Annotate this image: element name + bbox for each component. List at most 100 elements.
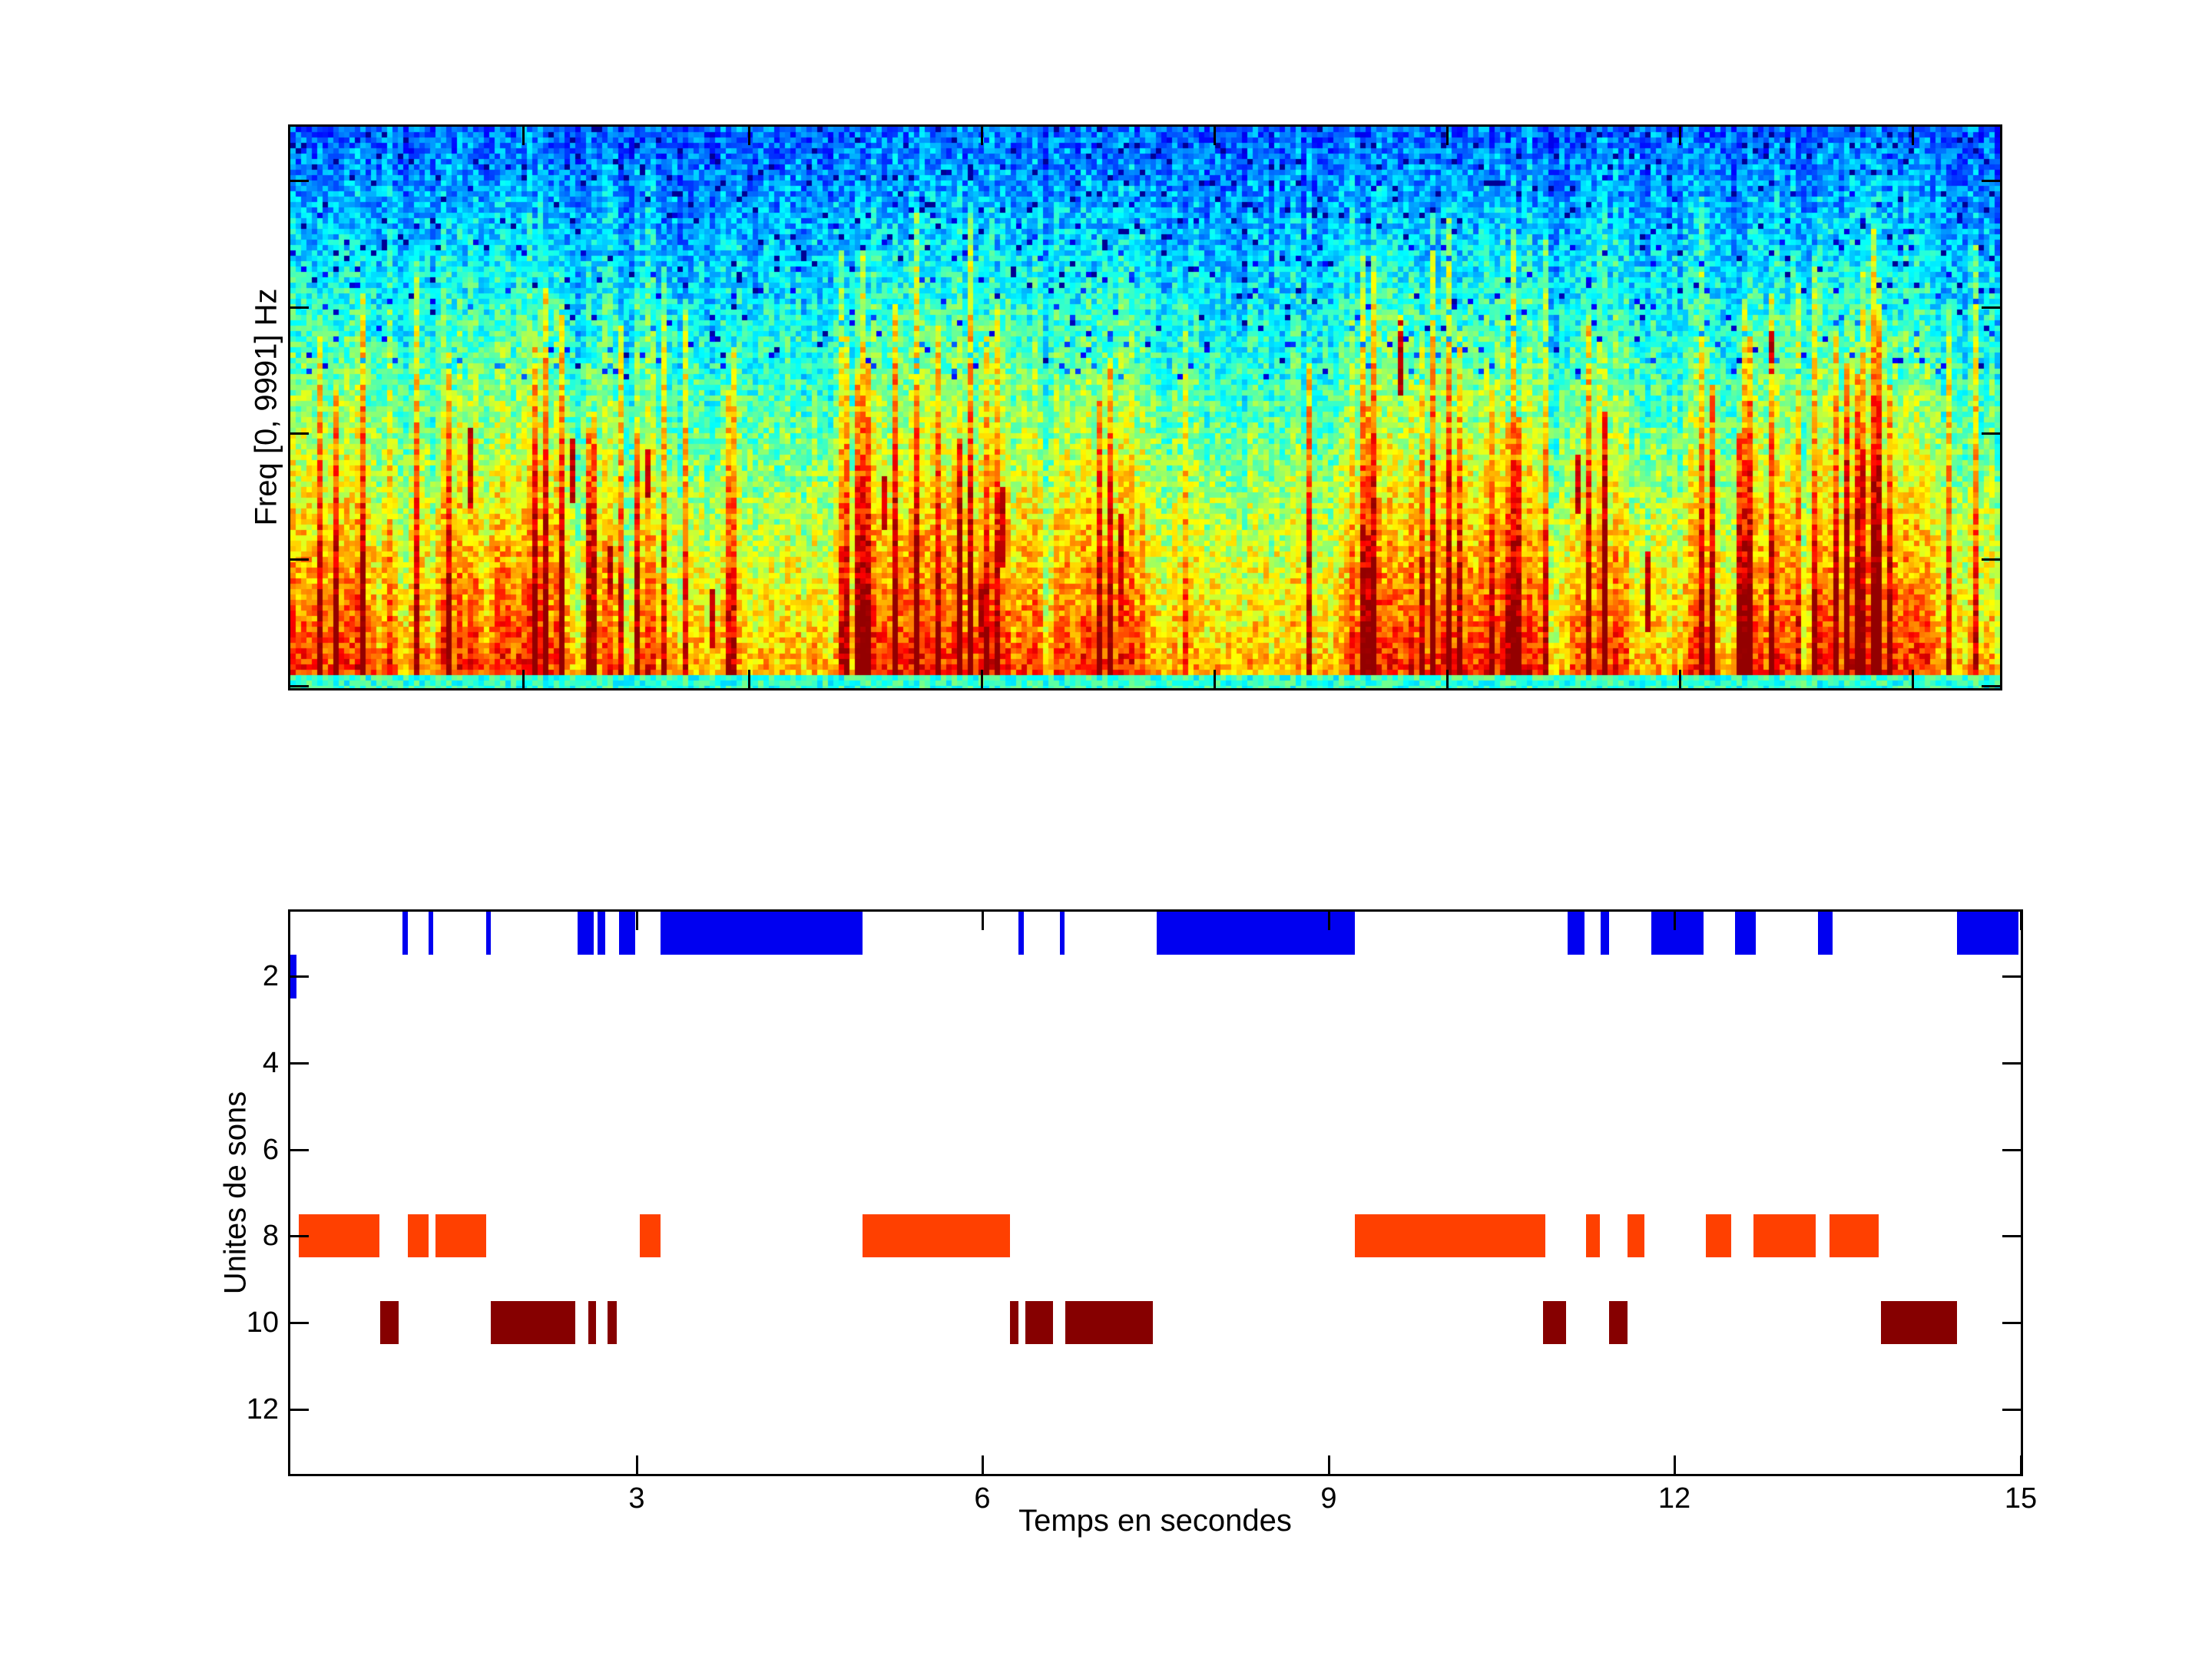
units-x-tick bbox=[2020, 912, 2021, 930]
units-x-tick bbox=[982, 1455, 984, 1474]
x-tick-label: 9 bbox=[1320, 1482, 1337, 1515]
units-y-tick bbox=[290, 1149, 309, 1151]
activity-bar-unit-10 bbox=[1881, 1300, 1958, 1345]
spectrogram-x-tick bbox=[748, 670, 750, 688]
spectrogram-y-tick bbox=[290, 558, 309, 561]
activity-bar-unit-10 bbox=[588, 1300, 596, 1345]
units-y-tick bbox=[2002, 1062, 2021, 1065]
spectrogram-y-tick bbox=[1982, 180, 2000, 182]
units-y-tick bbox=[290, 1235, 309, 1237]
activity-bar-unit-1 bbox=[661, 912, 863, 955]
spectrogram-x-tick bbox=[1679, 127, 1681, 145]
activity-bar-unit-1 bbox=[1734, 912, 1756, 955]
activity-bar-unit-1 bbox=[429, 912, 434, 955]
activity-bar-unit-8 bbox=[863, 1214, 1011, 1258]
activity-bar-unit-8 bbox=[298, 1214, 379, 1258]
units-y-tick bbox=[2002, 1409, 2021, 1411]
spectrogram-x-tick bbox=[1912, 127, 1914, 145]
y-tick-label: 2 bbox=[262, 960, 279, 992]
activity-bar-unit-1 bbox=[1567, 912, 1585, 955]
spectrogram-x-tick bbox=[1214, 670, 1216, 688]
activity-bar-unit-10 bbox=[380, 1300, 399, 1345]
units-y-tick bbox=[2002, 1149, 2021, 1151]
activity-bar-unit-8 bbox=[1627, 1214, 1645, 1258]
spectrogram-x-tick bbox=[748, 127, 750, 145]
spectrogram-x-tick bbox=[981, 127, 983, 145]
activity-bar-unit-8 bbox=[1355, 1214, 1546, 1258]
activity-bar-unit-1 bbox=[1817, 912, 1833, 955]
spectrogram-y-tick bbox=[290, 306, 309, 309]
units-x-tick bbox=[636, 1455, 638, 1474]
spectrogram-y-tick bbox=[1982, 432, 2000, 435]
activity-bar-unit-1 bbox=[1601, 912, 1609, 955]
spectrogram-x-tick bbox=[522, 127, 525, 145]
units-x-tick bbox=[1328, 1455, 1330, 1474]
units-y-tick bbox=[2002, 975, 2021, 978]
units-x-tick bbox=[636, 912, 638, 930]
units-y-tick bbox=[2002, 1235, 2021, 1237]
activity-bar-unit-1 bbox=[1651, 912, 1704, 955]
activity-bar-unit-10 bbox=[1543, 1300, 1567, 1345]
spectrogram-image bbox=[290, 127, 2000, 688]
activity-bar-unit-10 bbox=[1608, 1300, 1628, 1345]
spectrogram-ylabel: Freq [0, 9991] Hz bbox=[249, 288, 283, 526]
y-tick-label: 8 bbox=[262, 1220, 279, 1252]
spectrogram-y-tick bbox=[1982, 306, 2000, 309]
activity-bar-unit-8 bbox=[1829, 1214, 1879, 1258]
activity-bar-unit-10 bbox=[608, 1300, 617, 1345]
y-tick-label: 12 bbox=[246, 1393, 279, 1426]
spectrogram-x-tick bbox=[1679, 670, 1681, 688]
spectrogram-x-tick bbox=[1912, 670, 1914, 688]
spectrogram-x-tick bbox=[1446, 670, 1449, 688]
spectrogram-x-tick bbox=[1446, 127, 1449, 145]
spectrogram-x-tick bbox=[1214, 127, 1216, 145]
activity-bar-unit-1 bbox=[402, 912, 409, 955]
y-tick-label: 6 bbox=[262, 1134, 279, 1166]
activity-bar-unit-1 bbox=[1059, 912, 1065, 955]
units-y-tick bbox=[290, 975, 309, 978]
units-y-tick bbox=[2002, 1322, 2021, 1324]
x-tick-label: 12 bbox=[1657, 1482, 1691, 1515]
sound-units-ylabel: Unites de sons bbox=[218, 1091, 253, 1295]
units-x-tick bbox=[2020, 1455, 2021, 1474]
units-y-tick bbox=[290, 1062, 309, 1065]
activity-bar-unit-10 bbox=[1065, 1300, 1154, 1345]
activity-bar-unit-1 bbox=[619, 912, 636, 955]
activity-bar-unit-8 bbox=[435, 1214, 487, 1258]
x-tick-label: 15 bbox=[2004, 1482, 2038, 1515]
units-x-tick bbox=[982, 912, 984, 930]
y-tick-label: 4 bbox=[262, 1047, 279, 1079]
activity-bar-unit-10 bbox=[1025, 1300, 1053, 1345]
spectrogram-x-tick bbox=[522, 670, 525, 688]
units-y-tick bbox=[290, 1409, 309, 1411]
spectrogram-y-tick bbox=[1982, 558, 2000, 561]
spectrogram-y-tick bbox=[290, 180, 309, 182]
units-x-tick bbox=[1674, 912, 1676, 930]
activity-bar-unit-1 bbox=[1957, 912, 2018, 955]
spectrogram-axes bbox=[288, 124, 2002, 690]
x-tick-label: 3 bbox=[628, 1482, 645, 1515]
activity-bar-unit-1 bbox=[1018, 912, 1025, 955]
units-x-tick bbox=[1328, 912, 1330, 930]
x-tick-label: 6 bbox=[974, 1482, 991, 1515]
activity-bar-unit-1 bbox=[1157, 912, 1356, 955]
spectrogram-y-tick bbox=[290, 685, 309, 687]
activity-bar-unit-8 bbox=[408, 1214, 429, 1258]
activity-bar-unit-8 bbox=[1585, 1214, 1600, 1258]
activity-bar-unit-10 bbox=[1010, 1300, 1018, 1345]
units-x-tick bbox=[1674, 1455, 1676, 1474]
sound-units-axes bbox=[288, 909, 2023, 1476]
activity-bar-unit-10 bbox=[491, 1300, 575, 1345]
activity-bar-unit-1 bbox=[597, 912, 605, 955]
activity-bar-unit-1 bbox=[578, 912, 594, 955]
spectrogram-y-tick bbox=[290, 432, 309, 435]
spectrogram-x-tick bbox=[981, 670, 983, 688]
activity-bar-unit-8 bbox=[1753, 1214, 1816, 1258]
activity-bar-unit-8 bbox=[640, 1214, 661, 1258]
y-tick-label: 10 bbox=[246, 1306, 279, 1339]
spectrogram-y-tick bbox=[1982, 685, 2000, 687]
activity-bar-unit-1 bbox=[486, 912, 492, 955]
time-xlabel: Temps en secondes bbox=[1018, 1504, 1292, 1538]
units-y-tick bbox=[290, 1322, 309, 1324]
